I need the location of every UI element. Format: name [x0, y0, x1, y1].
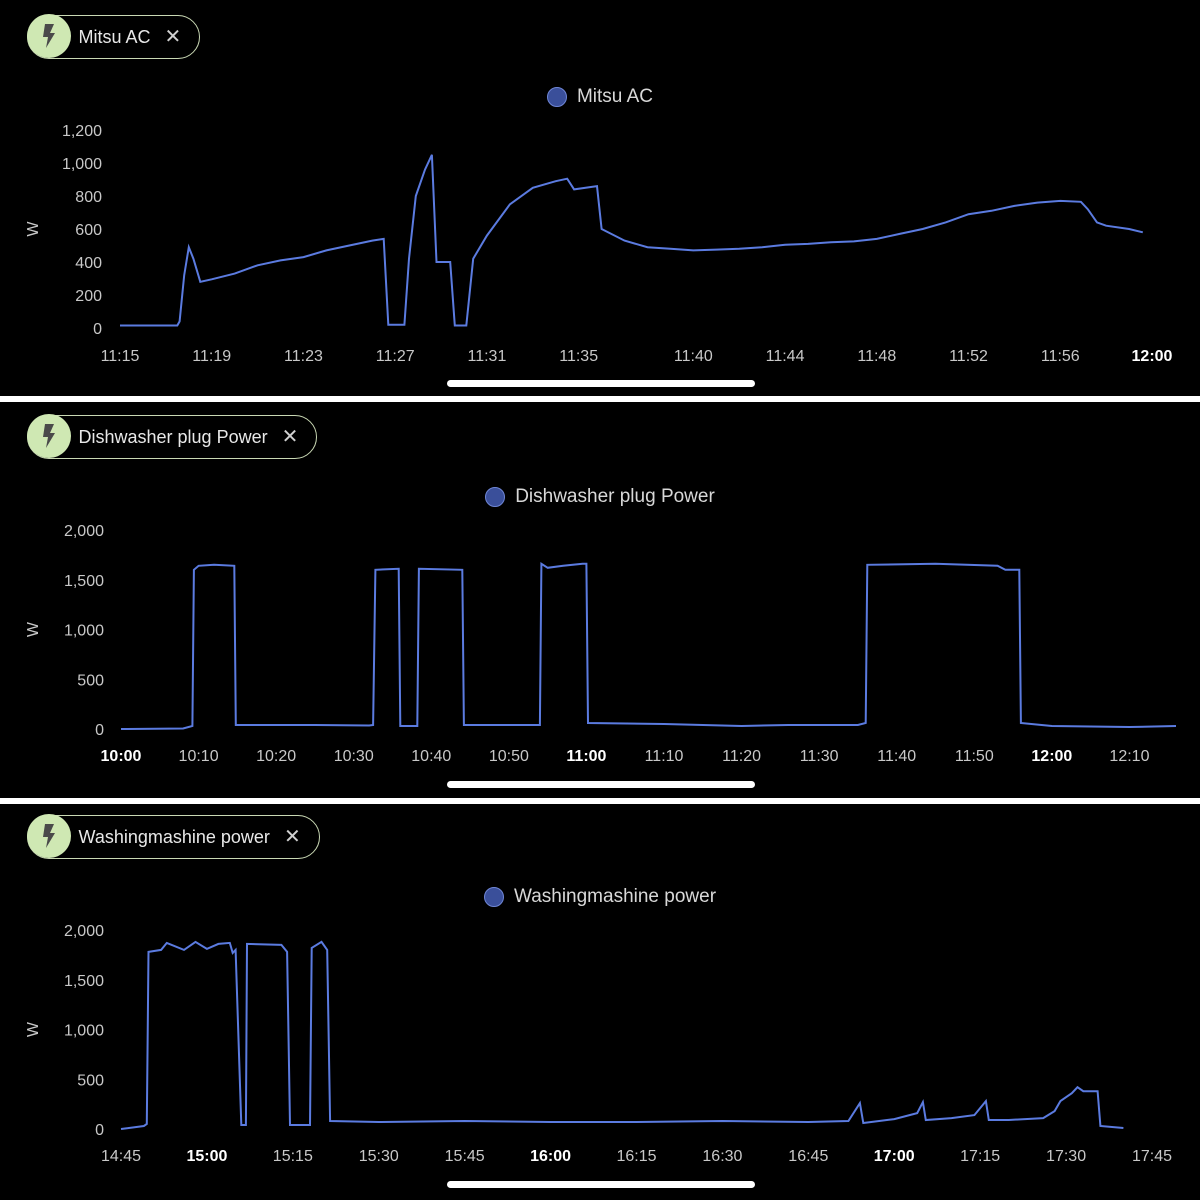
lightning-bolt-icon — [26, 414, 71, 459]
x-tick-label: 12:00 — [1031, 748, 1072, 765]
home-indicator — [447, 781, 755, 788]
x-tick-label: 12:10 — [1109, 748, 1149, 765]
x-tick-label: 16:30 — [702, 1148, 742, 1165]
x-tick-label: 11:52 — [949, 348, 988, 365]
x-tick-label: 11:40 — [674, 348, 713, 365]
close-icon[interactable]: ✕ — [283, 826, 301, 848]
y-axis-label: W — [25, 1021, 42, 1037]
x-tick-label: 17:45 — [1132, 1148, 1172, 1165]
y-tick-label: 2,000 — [64, 523, 104, 540]
chart-card-mitsu-ac: Mitsu AC ✕ Mitsu AC 0 200 400 600 800 1,000 1,… — [0, 0, 1200, 396]
x-tick-label: 10:50 — [489, 748, 529, 765]
close-icon[interactable]: ✕ — [164, 26, 182, 48]
entity-chip-label: Dishwasher plug Power — [78, 426, 268, 447]
y-tick-label: 1,000 — [64, 1023, 104, 1040]
power-line-chart: 0 500 1,000 1,500 2,000 W 14:45 15:00 15:15 15:30… — [25, 923, 1172, 1165]
y-tick-label: 500 — [77, 672, 104, 689]
x-tick-label: 11:56 — [1041, 348, 1080, 365]
y-tick-label: 1,500 — [64, 973, 104, 990]
legend-label: Dishwasher plug Power — [515, 486, 715, 507]
y-tick-label: 1,000 — [62, 156, 102, 173]
x-tick-label: 11:00 — [566, 748, 606, 765]
x-tick-label: 11:20 — [722, 748, 761, 765]
y-tick-label: 600 — [75, 222, 102, 239]
y-tick-label: 1,200 — [62, 123, 102, 140]
x-tick-label: 11:35 — [559, 348, 598, 365]
series-line[interactable] — [120, 154, 1144, 327]
x-tick-label: 15:00 — [186, 1148, 227, 1165]
legend-swatch — [485, 487, 506, 507]
y-tick-label: 0 — [93, 321, 102, 338]
x-tick-label: 11:19 — [192, 348, 231, 365]
power-line-chart: 0 200 400 600 800 1,000 1,200 W 11:15 11:19 11:23 1… — [25, 123, 1173, 365]
close-icon[interactable]: ✕ — [281, 426, 299, 448]
x-tick-label: 11:48 — [857, 348, 896, 365]
x-tick-label: 17:15 — [960, 1148, 1000, 1165]
x-tick-label: 11:30 — [800, 748, 839, 765]
x-tick-label: 11:31 — [468, 348, 507, 365]
x-tick-label: 12:00 — [1132, 348, 1173, 365]
x-tick-label: 11:10 — [645, 748, 684, 765]
x-tick-label: 16:15 — [616, 1148, 656, 1165]
legend-label: Washingmashine power — [513, 886, 717, 907]
x-tick-label: 15:30 — [359, 1148, 399, 1165]
legend[interactable]: Washingmashine power — [0, 886, 1200, 908]
legend[interactable]: Mitsu AC — [0, 86, 1200, 108]
home-indicator — [447, 1181, 755, 1188]
x-tick-label: 11:15 — [101, 348, 140, 365]
series-line[interactable] — [120, 940, 1124, 1130]
x-tick-label: 10:00 — [101, 748, 142, 765]
x-tick-label: 11:50 — [955, 748, 994, 765]
chart-card-dishwasher: Dishwasher plug Power ✕ Dishwasher plug … — [0, 402, 1200, 798]
y-tick-label: 500 — [77, 1072, 104, 1089]
entity-chip-washingmachine[interactable]: Washingmashine power ✕ — [26, 814, 320, 859]
x-tick-label: 11:44 — [766, 348, 805, 365]
x-tick-label: 15:15 — [273, 1148, 313, 1165]
legend-swatch — [483, 887, 504, 907]
x-tick-label: 10:20 — [256, 748, 296, 765]
y-axis-label: W — [25, 621, 42, 637]
x-tick-label: 10:40 — [411, 748, 451, 765]
x-tick-label: 10:30 — [334, 748, 374, 765]
y-tick-label: 400 — [75, 255, 102, 272]
legend[interactable]: Dishwasher plug Power — [0, 486, 1200, 508]
entity-chip-label: Mitsu AC — [78, 26, 151, 47]
x-tick-label: 16:45 — [788, 1148, 828, 1165]
x-tick-label: 11:27 — [376, 348, 415, 365]
y-tick-label: 2,000 — [64, 923, 104, 940]
entity-chip-dishwasher[interactable]: Dishwasher plug Power ✕ — [26, 414, 318, 459]
x-tick-label: 17:00 — [874, 1148, 915, 1165]
legend-swatch — [546, 87, 567, 107]
y-tick-label: 0 — [95, 722, 104, 739]
lightning-bolt-icon — [26, 814, 71, 859]
power-line-chart: 0 500 1,000 1,500 2,000 W 10:00 10:10 10:20 10:30… — [25, 523, 1177, 765]
home-indicator — [447, 380, 755, 387]
x-tick-label: 10:10 — [179, 748, 219, 765]
y-tick-label: 1,500 — [64, 573, 104, 590]
x-tick-label: 14:45 — [101, 1148, 141, 1165]
y-axis-label: W — [25, 221, 42, 237]
y-tick-label: 800 — [75, 189, 102, 206]
lightning-bolt-icon — [26, 14, 71, 59]
entity-chip-label: Washingmashine power — [78, 826, 270, 847]
entity-chip-mitsu-ac[interactable]: Mitsu AC ✕ — [26, 14, 201, 59]
legend-label: Mitsu AC — [576, 86, 654, 107]
x-tick-label: 11:23 — [284, 348, 323, 365]
x-tick-label: 15:45 — [445, 1148, 485, 1165]
y-tick-label: 0 — [95, 1122, 104, 1139]
series-line[interactable] — [120, 561, 1177, 730]
x-tick-label: 11:40 — [877, 748, 916, 765]
chart-card-washingmachine: Washingmashine power ✕ Washingmashine po… — [0, 804, 1200, 1200]
y-tick-label: 1,000 — [64, 623, 104, 640]
x-tick-label: 16:00 — [530, 1148, 571, 1165]
y-tick-label: 200 — [75, 288, 102, 305]
x-tick-label: 17:30 — [1046, 1148, 1086, 1165]
